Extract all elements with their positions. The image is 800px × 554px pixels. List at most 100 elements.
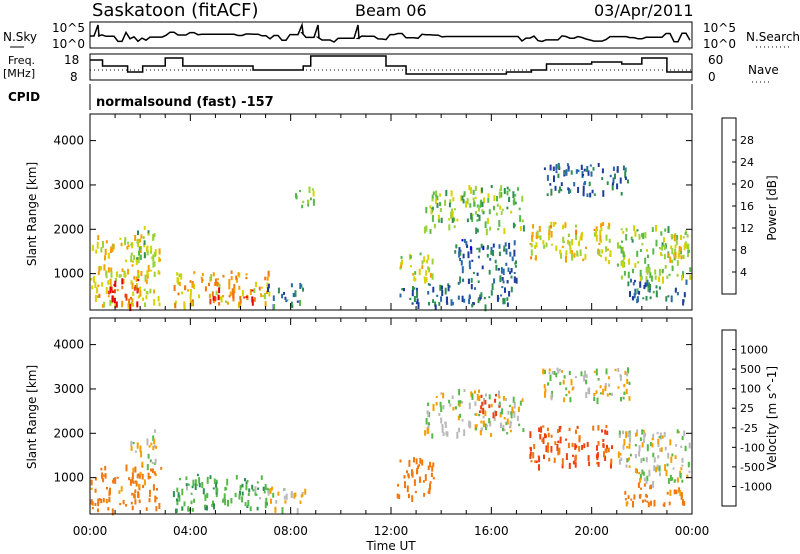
velocity-cell [628, 443, 631, 449]
velocity-cell [498, 395, 501, 399]
power-cell [470, 284, 473, 290]
velocity-cell [562, 379, 565, 385]
power-cell [498, 191, 501, 199]
power-cell [457, 295, 460, 300]
velocity-cell [507, 410, 510, 415]
velocity-cell [609, 392, 612, 396]
nsearch-tick-top: 10^5 [703, 21, 736, 35]
velocity-cell [549, 374, 552, 381]
power-cell [680, 234, 682, 240]
power-cell [609, 250, 612, 257]
velocity-cell [653, 457, 656, 463]
nave-tick-bottom: 0 [708, 70, 716, 84]
velocity-cell [439, 401, 442, 407]
power-cell [577, 169, 580, 172]
velocity-cell [546, 446, 549, 453]
velocity-cell [427, 427, 430, 434]
power-cell [567, 167, 570, 172]
velocity-cell [610, 392, 613, 396]
velocity-cell [605, 448, 608, 454]
velocity-cell [241, 491, 244, 496]
power-cell [494, 259, 497, 264]
power-cell [655, 285, 658, 289]
velocity-cell [669, 439, 672, 446]
velocity-cell [485, 393, 487, 397]
velocity-cell [597, 461, 600, 467]
velocity-cell [408, 459, 411, 467]
power-cell [216, 281, 219, 287]
velocity-cell [557, 429, 559, 433]
power-cell [311, 188, 314, 191]
power-cell [584, 254, 587, 260]
velocity-cell [94, 488, 97, 493]
power-cell [682, 236, 685, 239]
freq-lines [90, 55, 692, 75]
power-cell [493, 195, 496, 202]
velocity-cell [440, 417, 443, 424]
velocity-cell [425, 418, 428, 425]
velocity-cell [251, 484, 254, 490]
velocity-cell [495, 411, 498, 417]
velocity-cell [461, 401, 464, 404]
velocity-cell [206, 476, 209, 484]
power-cell [599, 234, 602, 240]
power-cell [482, 210, 485, 215]
power-cell [133, 276, 136, 280]
power-cell [517, 187, 519, 191]
power-cell [476, 247, 479, 250]
power-cell [249, 289, 252, 295]
power-cell [676, 235, 679, 240]
velocity-cell [185, 483, 188, 486]
velocity-cell [669, 489, 672, 496]
power-cell [262, 295, 265, 298]
velocity-cell [532, 452, 535, 459]
velocity-cell [484, 399, 487, 405]
velocity-cell [482, 415, 485, 419]
power-cell [208, 293, 211, 298]
velocity-cell [550, 434, 553, 438]
power-cell [111, 290, 114, 293]
velocity-cell [529, 446, 532, 450]
velocity-cell [630, 498, 633, 501]
power-cell [487, 245, 489, 249]
power-cell [430, 209, 433, 215]
velocity-cell [659, 472, 661, 477]
power-cell [431, 258, 434, 265]
power-cell [500, 267, 503, 274]
velocity-cell [138, 499, 141, 504]
velocity-cell [620, 457, 623, 461]
velocity-cell [404, 481, 406, 489]
velocity-cell [674, 455, 677, 459]
power-cell [125, 294, 128, 301]
power-cell [144, 274, 147, 282]
power-cell [476, 204, 479, 208]
power-cell [133, 255, 136, 260]
power-cell [302, 200, 305, 204]
power-cell [121, 278, 124, 285]
velocity-cell [540, 426, 543, 433]
power-ytick-label: 3000 [53, 178, 84, 192]
power-cell [130, 301, 133, 305]
velocity-cell [661, 435, 664, 439]
velocity-cell [430, 472, 433, 477]
velocity-colorbar-tick-label: 500 [740, 363, 761, 376]
velocity-cell [574, 462, 577, 468]
power-cell [157, 270, 160, 275]
velocity-cell [678, 487, 681, 493]
velocity-cell [264, 501, 267, 509]
velocity-cell [181, 506, 184, 511]
power-cell [580, 164, 583, 170]
velocity-cell [547, 382, 550, 386]
velocity-cell [216, 488, 219, 493]
velocity-cell [419, 478, 421, 483]
power-cell [157, 295, 160, 302]
velocity-cell [643, 433, 646, 439]
velocity-cell [655, 466, 657, 473]
power-cell [621, 246, 624, 254]
power-cell [600, 223, 603, 228]
power-cell [201, 279, 204, 282]
velocity-cell [235, 474, 238, 480]
power-cell [415, 301, 418, 305]
power-cell [137, 256, 140, 264]
velocity-cell [106, 500, 109, 503]
